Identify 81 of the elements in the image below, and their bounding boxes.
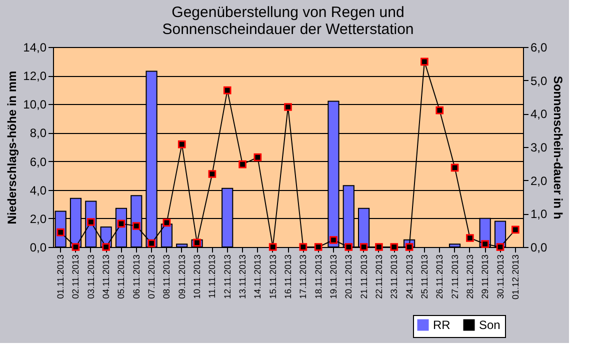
point	[390, 243, 398, 251]
x-tick-label: 20.11.2013	[344, 254, 354, 299]
x-tick-label: 10.11.2013	[192, 254, 202, 299]
y-tick-label: 10,0	[23, 98, 47, 112]
x-tick-label: 25.11.2013	[419, 254, 430, 299]
x-tick-label: 02.11.2013	[70, 254, 81, 299]
point	[466, 234, 474, 242]
x-tick-label: 23.11.2013	[389, 254, 400, 299]
y2-tick-label: 1,0	[530, 207, 548, 222]
y2-tick-label: 6,0	[530, 40, 548, 54]
point	[496, 243, 504, 251]
y-tick-label: 6,0	[30, 154, 47, 169]
x-tick-label: 16.11.2013	[283, 254, 293, 299]
point	[56, 228, 64, 236]
y2-tick-label: 4,0	[530, 107, 548, 122]
x-tick-label: 30.11.2013	[495, 254, 506, 299]
x-tick-label: 27.11.2013	[450, 254, 460, 299]
x-tick-label: 09.11.2013	[176, 254, 187, 299]
x-tick-label: 03.11.2013	[86, 254, 96, 299]
point	[148, 239, 156, 248]
point	[405, 243, 414, 251]
x-tick-label: 15.11.2013	[268, 254, 278, 299]
y-tick-label: 12,0	[23, 69, 47, 84]
point	[284, 103, 292, 111]
legend-label: RR	[433, 318, 451, 332]
x-tick-label: 11.11.2013	[207, 254, 218, 298]
y2-tick-label: 5,0	[530, 74, 548, 88]
y-tick-label: 8,0	[30, 126, 47, 140]
point	[344, 243, 353, 251]
y2-tick-label: 3,0	[530, 140, 548, 154]
y-tick-label: 2,0	[30, 212, 47, 226]
x-tick-label: 01.12.2013	[510, 254, 520, 300]
y-tick-label: 4,0	[30, 183, 47, 198]
point	[420, 58, 428, 66]
point	[254, 153, 262, 162]
x-tick-label: 07.11.2013	[146, 254, 157, 299]
y2-axis-title: Sonnenschein-dauer in h	[551, 76, 566, 220]
point	[223, 86, 232, 94]
x-tick-label: 04.11.2013	[101, 254, 112, 299]
x-tick-label: 21.11.2013	[358, 254, 369, 299]
point	[117, 220, 126, 228]
y-axis-title: Niederschlags-höhe in mm	[5, 70, 20, 224]
x-tick-label: 13.11.2013	[238, 254, 248, 299]
x-tick-label: 22.11.2013	[374, 254, 384, 299]
x-tick-label: 08.11.2013	[162, 254, 172, 299]
point	[314, 243, 322, 251]
point	[238, 160, 246, 168]
x-tick-label: 05.11.2013	[116, 254, 126, 299]
x-tick-label: 19.11.2013	[328, 254, 338, 299]
y-tick-label: 14,0	[23, 40, 47, 54]
point	[375, 243, 383, 251]
x-tick-label: 18.11.2013	[313, 254, 324, 299]
point	[132, 222, 140, 230]
point	[162, 218, 171, 227]
point	[299, 243, 308, 251]
point	[450, 164, 459, 172]
point	[481, 240, 490, 248]
x-tick-label: 26.11.2013	[434, 254, 445, 299]
point	[512, 226, 520, 234]
point	[178, 140, 186, 148]
point	[436, 106, 444, 114]
y2-tick-label: 2,0	[530, 174, 548, 188]
point	[268, 243, 277, 251]
point	[330, 236, 338, 244]
y-tick-label: 0,0	[30, 240, 47, 254]
y2-tick-label: 0,0	[530, 240, 548, 254]
x-tick-label: 12.11.2013	[222, 254, 232, 299]
point	[72, 243, 80, 251]
x-tick-label: 17.11.2013	[298, 254, 308, 299]
x-tick-label: 01.11.2013	[56, 254, 66, 299]
x-tick-label: 28.11.2013	[464, 254, 475, 299]
x-tick-label: 24.11.2013	[404, 254, 414, 299]
x-tick-label: 14.11.2013	[252, 254, 263, 299]
point	[208, 170, 216, 178]
point	[86, 218, 95, 226]
legend-label: Son	[479, 318, 500, 332]
x-tick-label: 29.11.2013	[480, 254, 490, 299]
x-tick-label: 06.11.2013	[131, 254, 142, 299]
chart-title: Gegenüberstellung von Regen und Sonnenscheindauer der Wetterstation	[162, 4, 414, 38]
point	[102, 243, 110, 251]
point	[360, 243, 368, 251]
